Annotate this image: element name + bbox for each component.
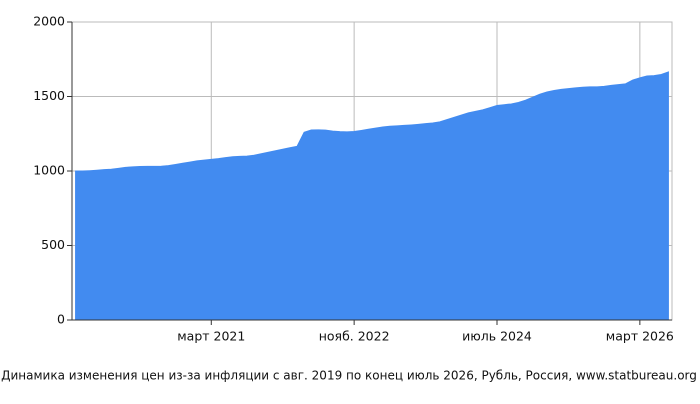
y-tick-label: 1000 xyxy=(33,163,65,178)
y-tick-label: 500 xyxy=(41,237,65,252)
x-tick-label: нояб. 2022 xyxy=(319,329,390,344)
y-tick-label: 2000 xyxy=(33,14,65,29)
area xyxy=(75,71,669,321)
chart-title: Динамика изменения цен из-за инфляции с … xyxy=(1,369,697,383)
x-tick-label: март 2021 xyxy=(177,329,245,344)
y-tick-label: 0 xyxy=(57,312,65,327)
y-tick-label: 1500 xyxy=(33,88,65,103)
x-tick-label: март 2026 xyxy=(606,329,674,344)
x-tick-label: июль 2024 xyxy=(462,329,532,344)
